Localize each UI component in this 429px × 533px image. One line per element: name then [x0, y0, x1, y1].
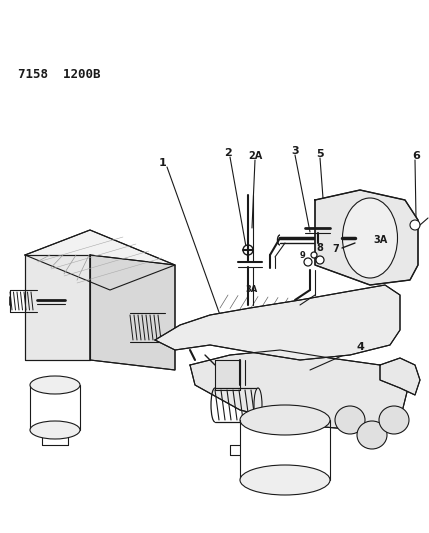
- Text: 6: 6: [412, 151, 420, 161]
- Polygon shape: [25, 230, 175, 290]
- Polygon shape: [155, 285, 400, 360]
- Text: 5: 5: [316, 149, 324, 159]
- Text: 1: 1: [159, 158, 167, 168]
- Polygon shape: [90, 255, 175, 370]
- Ellipse shape: [357, 421, 387, 449]
- Text: 7: 7: [332, 244, 339, 254]
- Text: 7158  1200B: 7158 1200B: [18, 69, 100, 82]
- Text: 9: 9: [299, 251, 305, 260]
- Ellipse shape: [311, 252, 317, 258]
- Ellipse shape: [410, 220, 420, 230]
- Text: 3A: 3A: [246, 286, 258, 295]
- Ellipse shape: [379, 406, 409, 434]
- Polygon shape: [380, 358, 420, 395]
- Ellipse shape: [304, 258, 312, 266]
- Polygon shape: [215, 360, 240, 390]
- Ellipse shape: [335, 406, 365, 434]
- Ellipse shape: [243, 245, 253, 255]
- Ellipse shape: [254, 388, 262, 422]
- Text: 4: 4: [356, 342, 364, 352]
- Text: 2A: 2A: [248, 151, 262, 161]
- Text: 2: 2: [224, 148, 232, 158]
- Text: 8: 8: [317, 243, 323, 253]
- Ellipse shape: [30, 376, 80, 394]
- Text: 3A: 3A: [373, 235, 387, 245]
- Ellipse shape: [342, 198, 398, 278]
- Text: 3: 3: [291, 146, 299, 156]
- Ellipse shape: [316, 256, 324, 264]
- Polygon shape: [25, 255, 90, 360]
- Ellipse shape: [30, 421, 80, 439]
- Ellipse shape: [240, 405, 330, 435]
- Polygon shape: [190, 350, 410, 430]
- Polygon shape: [315, 190, 418, 285]
- Ellipse shape: [240, 465, 330, 495]
